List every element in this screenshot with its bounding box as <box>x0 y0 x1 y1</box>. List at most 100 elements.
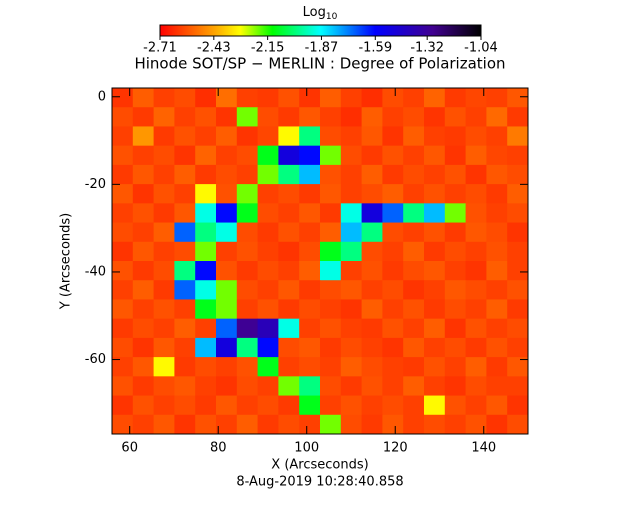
heatmap-cell <box>444 318 467 339</box>
heatmap-cell <box>507 203 529 224</box>
heatmap-cell <box>132 261 155 281</box>
heatmap-cell <box>403 395 425 416</box>
heatmap-cell <box>340 376 363 397</box>
heatmap-cell <box>424 337 446 358</box>
heatmap-cell <box>216 184 238 204</box>
heatmap-cell <box>382 203 404 224</box>
heatmap-cell <box>403 318 425 339</box>
heatmap-cell <box>382 299 404 320</box>
heatmap-cell <box>195 203 217 224</box>
heatmap-cell <box>486 222 508 243</box>
y-tick-label: -40 <box>85 264 106 279</box>
colorbar-tick-label: -1.87 <box>305 41 339 56</box>
heatmap-cell <box>153 261 175 281</box>
heatmap-cell <box>278 337 300 358</box>
heatmap-cell <box>444 222 467 243</box>
heatmap-cell <box>132 222 155 243</box>
heatmap-cell <box>424 126 446 147</box>
heatmap-cell <box>216 261 238 281</box>
heatmap-cell <box>216 357 238 377</box>
heatmap-cell <box>340 241 363 262</box>
y-tick-label: -60 <box>85 352 106 367</box>
heatmap-cell <box>257 261 279 281</box>
heatmap-cell <box>132 184 155 204</box>
heatmap-cell <box>361 241 383 262</box>
heatmap-cell <box>278 126 300 147</box>
heatmap-cell <box>132 395 155 416</box>
heatmap-cell <box>424 280 446 300</box>
heatmap-cell <box>424 395 446 416</box>
heatmap-cell <box>299 126 321 147</box>
heatmap-cell <box>444 357 467 377</box>
heatmap-cell <box>132 126 155 147</box>
heatmap-cell <box>320 88 342 108</box>
heatmap-cell <box>195 107 217 127</box>
heatmap-cell <box>486 261 508 281</box>
heatmap-cell <box>340 145 363 166</box>
heatmap-cell <box>320 337 342 358</box>
heatmap-cell <box>424 241 446 262</box>
plot-frame <box>111 87 529 435</box>
heatmap-cell <box>257 126 279 147</box>
heatmap-cell <box>236 376 259 397</box>
heatmap-cell <box>465 107 487 127</box>
heatmap-cell <box>465 145 487 166</box>
heatmap-cell <box>278 357 300 377</box>
heatmap-cell <box>195 222 217 243</box>
heatmap-cell <box>320 107 342 127</box>
heatmap-cell <box>507 318 529 339</box>
heatmap-cell <box>112 318 134 339</box>
heatmap-cell <box>465 164 487 185</box>
heatmap-cell <box>257 184 279 204</box>
heatmap-cell <box>174 414 196 435</box>
heatmap-cell <box>299 299 321 320</box>
heatmap-cell <box>403 107 425 127</box>
colorbar-title-sub: 10 <box>326 12 338 22</box>
heatmap-cell <box>382 261 404 281</box>
heatmap-cell <box>257 88 279 108</box>
heatmap-cell <box>340 126 363 147</box>
x-tick-label: 120 <box>383 441 408 456</box>
heatmap-cell <box>216 241 238 262</box>
heatmap-cell <box>299 203 321 224</box>
heatmap-cell <box>236 241 259 262</box>
heatmap-cell <box>507 280 529 300</box>
heatmap-cell <box>174 184 196 204</box>
colorbar-tick-label: -2.71 <box>143 41 177 56</box>
heatmap-cell <box>465 241 487 262</box>
heatmap-cell <box>507 376 529 397</box>
heatmap-cell <box>174 126 196 147</box>
heatmap-cell <box>112 414 134 435</box>
heatmap-cell <box>403 337 425 358</box>
heatmap-cell <box>320 145 342 166</box>
heatmap-cell <box>403 222 425 243</box>
heatmap-cell <box>278 184 300 204</box>
heatmap-cell <box>424 145 446 166</box>
heatmap-cell <box>361 299 383 320</box>
heatmap-cell <box>174 337 196 358</box>
heatmap-cell <box>278 107 300 127</box>
heatmap-cell <box>299 280 321 300</box>
heatmap-cell <box>320 164 342 185</box>
heatmap-cell <box>486 203 508 224</box>
heatmap-cell <box>257 241 279 262</box>
heatmap-cell <box>112 299 134 320</box>
heatmap-cell <box>340 261 363 281</box>
colorbar <box>159 24 482 37</box>
heatmap-cell <box>153 357 175 377</box>
heatmap-cell <box>278 376 300 397</box>
heatmap-cell <box>216 299 238 320</box>
heatmap-cell <box>236 299 259 320</box>
heatmap-cell <box>153 203 175 224</box>
heatmap-cell <box>444 107 467 127</box>
heatmap-cell <box>112 376 134 397</box>
heatmap-cell <box>361 203 383 224</box>
heatmap-cell <box>465 337 487 358</box>
heatmap-cell <box>486 318 508 339</box>
heatmap-cell <box>195 357 217 377</box>
heatmap-cell <box>236 414 259 435</box>
heatmap-cell <box>465 184 487 204</box>
heatmap-cell <box>424 318 446 339</box>
heatmap-cell <box>507 164 529 185</box>
colorbar-tick-label: -1.32 <box>410 41 444 56</box>
